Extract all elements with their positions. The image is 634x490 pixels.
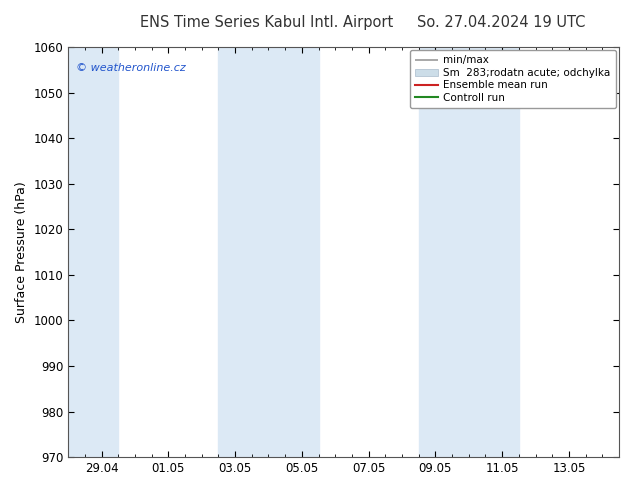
Text: ENS Time Series Kabul Intl. Airport: ENS Time Series Kabul Intl. Airport [139, 15, 393, 30]
Bar [218, 47, 318, 457]
Bar [418, 47, 519, 457]
Text: So. 27.04.2024 19 UTC: So. 27.04.2024 19 UTC [417, 15, 585, 30]
Legend: min/max, Sm  283;rodatn acute; odchylka, Ensemble mean run, Controll run: min/max, Sm 283;rodatn acute; odchylka, … [410, 50, 616, 108]
Text: © weatheronline.cz: © weatheronline.cz [77, 63, 186, 74]
Bar [68, 47, 119, 457]
Y-axis label: Surface Pressure (hPa): Surface Pressure (hPa) [15, 181, 28, 323]
